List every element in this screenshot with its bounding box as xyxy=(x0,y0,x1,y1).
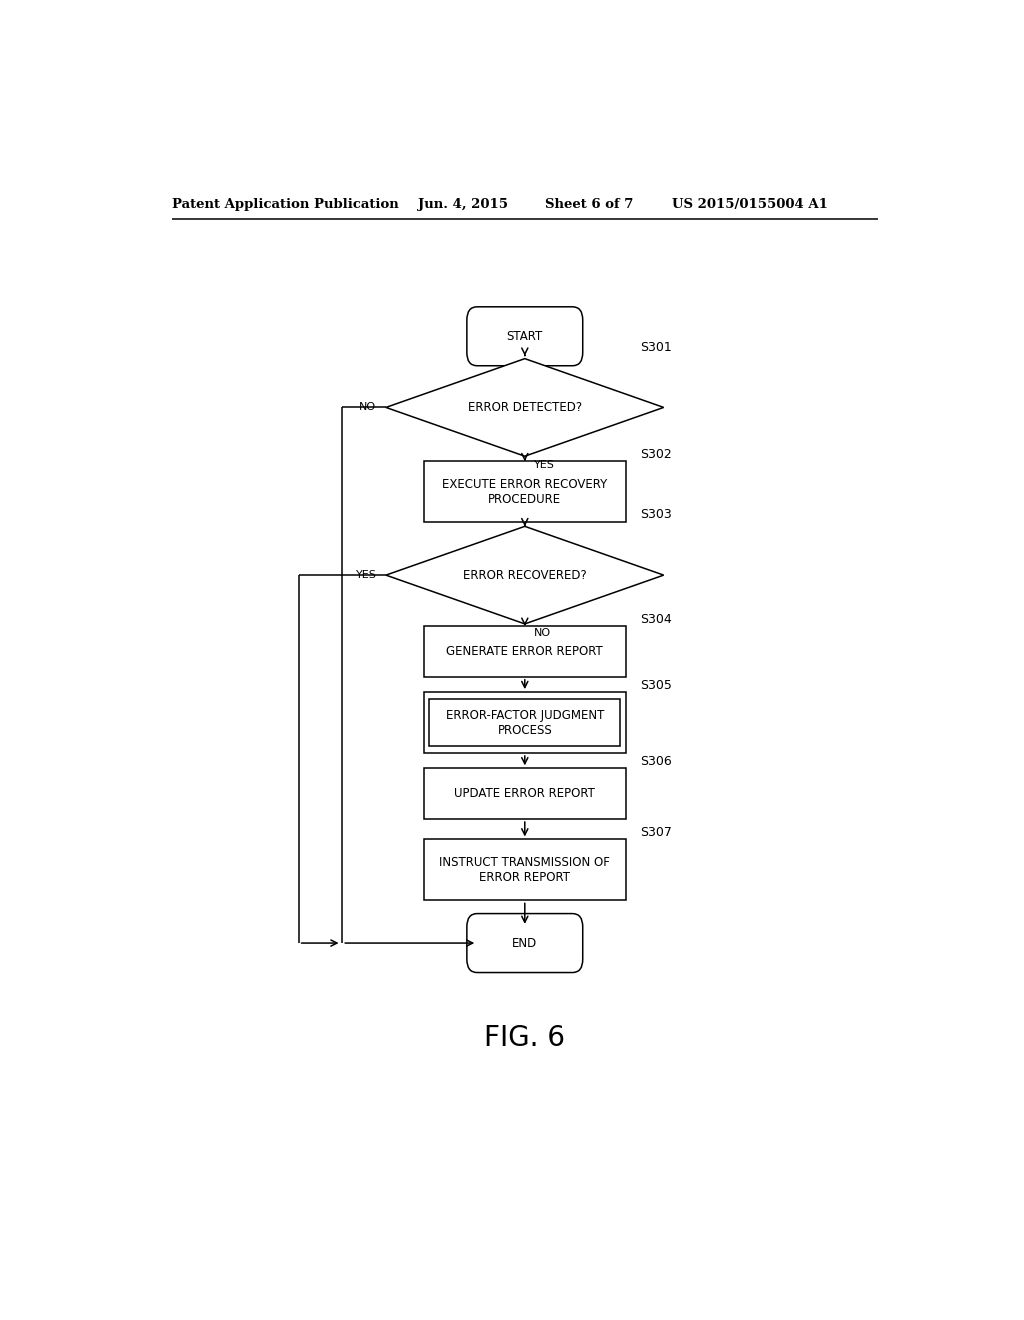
Text: END: END xyxy=(512,937,538,949)
Text: EXECUTE ERROR RECOVERY
PROCEDURE: EXECUTE ERROR RECOVERY PROCEDURE xyxy=(442,478,607,506)
FancyBboxPatch shape xyxy=(429,700,621,746)
Text: Jun. 4, 2015: Jun. 4, 2015 xyxy=(418,198,508,211)
Polygon shape xyxy=(386,359,664,457)
Text: GENERATE ERROR REPORT: GENERATE ERROR REPORT xyxy=(446,645,603,657)
Text: S301: S301 xyxy=(640,341,672,354)
Polygon shape xyxy=(386,527,664,624)
FancyBboxPatch shape xyxy=(424,840,626,900)
Text: ERROR DETECTED?: ERROR DETECTED? xyxy=(468,401,582,414)
Text: NO: NO xyxy=(359,403,377,412)
Text: S303: S303 xyxy=(640,508,672,521)
Text: INSTRUCT TRANSMISSION OF
ERROR REPORT: INSTRUCT TRANSMISSION OF ERROR REPORT xyxy=(439,855,610,884)
FancyBboxPatch shape xyxy=(424,626,626,677)
Text: Sheet 6 of 7: Sheet 6 of 7 xyxy=(545,198,633,211)
FancyBboxPatch shape xyxy=(424,768,626,818)
FancyBboxPatch shape xyxy=(467,306,583,366)
Text: START: START xyxy=(507,330,543,343)
Text: YES: YES xyxy=(355,570,377,579)
Text: S305: S305 xyxy=(640,678,672,692)
Text: FIG. 6: FIG. 6 xyxy=(484,1023,565,1052)
FancyBboxPatch shape xyxy=(424,692,626,752)
Text: S302: S302 xyxy=(640,449,672,461)
FancyBboxPatch shape xyxy=(467,913,583,973)
Text: S304: S304 xyxy=(640,612,672,626)
FancyBboxPatch shape xyxy=(424,461,626,523)
Text: NO: NO xyxy=(535,628,552,638)
Text: YES: YES xyxy=(535,461,555,470)
Text: ERROR RECOVERED?: ERROR RECOVERED? xyxy=(463,569,587,582)
Text: ERROR-FACTOR JUDGMENT
PROCESS: ERROR-FACTOR JUDGMENT PROCESS xyxy=(445,709,604,737)
Text: US 2015/0155004 A1: US 2015/0155004 A1 xyxy=(672,198,827,211)
Text: S306: S306 xyxy=(640,755,672,768)
Text: UPDATE ERROR REPORT: UPDATE ERROR REPORT xyxy=(455,787,595,800)
Text: Patent Application Publication: Patent Application Publication xyxy=(172,198,398,211)
Text: S307: S307 xyxy=(640,826,672,840)
